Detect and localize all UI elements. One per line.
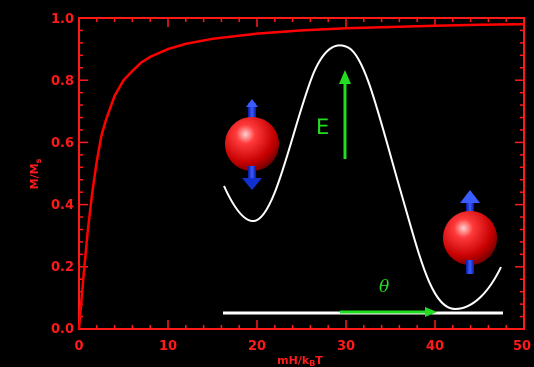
plot-frame — [78, 17, 525, 330]
y-tick-label: 0.2 — [51, 260, 74, 275]
x-tick-label: 40 — [426, 339, 444, 354]
y-axis-label: M/Ms — [28, 158, 43, 189]
angle-label: θ — [379, 277, 389, 297]
particle-spin-down-icon — [225, 99, 279, 190]
magnetization-curve — [77, 22, 525, 330]
axis-ticks — [78, 17, 525, 330]
x-tick-labels: 0 10 20 30 40 50 — [74, 339, 531, 354]
y-tick-labels: 0.0 0.2 0.4 0.6 0.8 1.0 — [51, 12, 74, 337]
x-tick-label: 50 — [513, 339, 531, 354]
particle-spin-up-icon — [443, 190, 497, 274]
y-tick-label: 0.8 — [51, 74, 74, 89]
x-tick-label: 30 — [337, 339, 355, 354]
energy-label: E — [316, 115, 329, 139]
y-tick-label: 0.4 — [51, 198, 74, 213]
x-tick-label: 10 — [159, 339, 177, 354]
energy-diagram-inset: E θ — [223, 44, 503, 317]
x-tick-label: 20 — [248, 339, 266, 354]
energy-well-curve — [223, 44, 502, 311]
x-tick-label: 0 — [74, 339, 83, 354]
y-tick-label: 0.0 — [51, 322, 74, 337]
y-tick-label: 0.6 — [51, 136, 74, 151]
angle-arrow-head — [425, 307, 437, 317]
y-tick-label: 1.0 — [51, 12, 74, 27]
x-axis-label: mH/kBT — [277, 354, 323, 367]
energy-arrow-head — [339, 70, 351, 84]
